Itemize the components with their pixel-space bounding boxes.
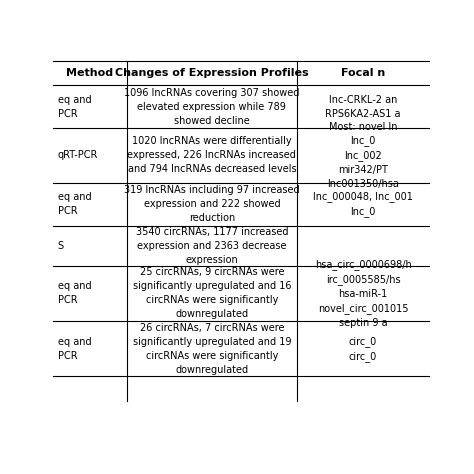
Text: qRT-PCR: qRT-PCR <box>58 150 98 160</box>
Text: 1096 lncRNAs covering 307 showed
elevated expression while 789
showed decline: 1096 lncRNAs covering 307 showed elevate… <box>124 88 300 126</box>
Text: lnc_000048, lnc_001
lnc_0: lnc_000048, lnc_001 lnc_0 <box>313 191 413 217</box>
Text: 26 circRNAs, 7 circRNAs were
significantly upregulated and 19
circRNAs were sign: 26 circRNAs, 7 circRNAs were significant… <box>133 323 291 375</box>
Text: Most: novel ln
lnc_0
lnc_002
mir342/PT
lnc001350/hsa: Most: novel ln lnc_0 lnc_002 mir342/PT l… <box>327 121 399 189</box>
Text: eq and
PCR: eq and PCR <box>58 281 91 305</box>
Text: 25 circRNAs, 9 circRNAs were
significantly upregulated and 16
circRNAs were sign: 25 circRNAs, 9 circRNAs were significant… <box>133 267 291 319</box>
Text: 1020 lncRNAs were differentially
expressed, 226 lncRNAs increased
and 794 lncRNA: 1020 lncRNAs were differentially express… <box>128 137 296 174</box>
Text: Changes of Expression Profiles: Changes of Expression Profiles <box>115 68 309 78</box>
Text: Method: Method <box>66 68 113 78</box>
Text: eq and
PCR: eq and PCR <box>58 337 91 361</box>
Text: eq and
PCR: eq and PCR <box>58 94 91 118</box>
Text: hsa_circ_0000698/h
irc_0005585/hs
hsa-miR-1
novel_circ_001015
septin 9 a: hsa_circ_0000698/h irc_0005585/hs hsa-mi… <box>315 259 411 328</box>
Text: 3540 circRNAs, 1177 increased
expression and 2363 decrease
expression: 3540 circRNAs, 1177 increased expression… <box>136 227 288 264</box>
Text: 319 lncRNAs including 97 increased
expression and 222 showed
reduction: 319 lncRNAs including 97 increased expre… <box>124 185 300 223</box>
Text: circ_0
circ_0: circ_0 circ_0 <box>349 336 377 362</box>
Text: S: S <box>58 240 64 251</box>
Text: lnc-CRKL-2 an
RPS6KA2-AS1 a: lnc-CRKL-2 an RPS6KA2-AS1 a <box>325 94 401 118</box>
Text: eq and
PCR: eq and PCR <box>58 192 91 216</box>
Text: Focal n: Focal n <box>341 68 385 78</box>
